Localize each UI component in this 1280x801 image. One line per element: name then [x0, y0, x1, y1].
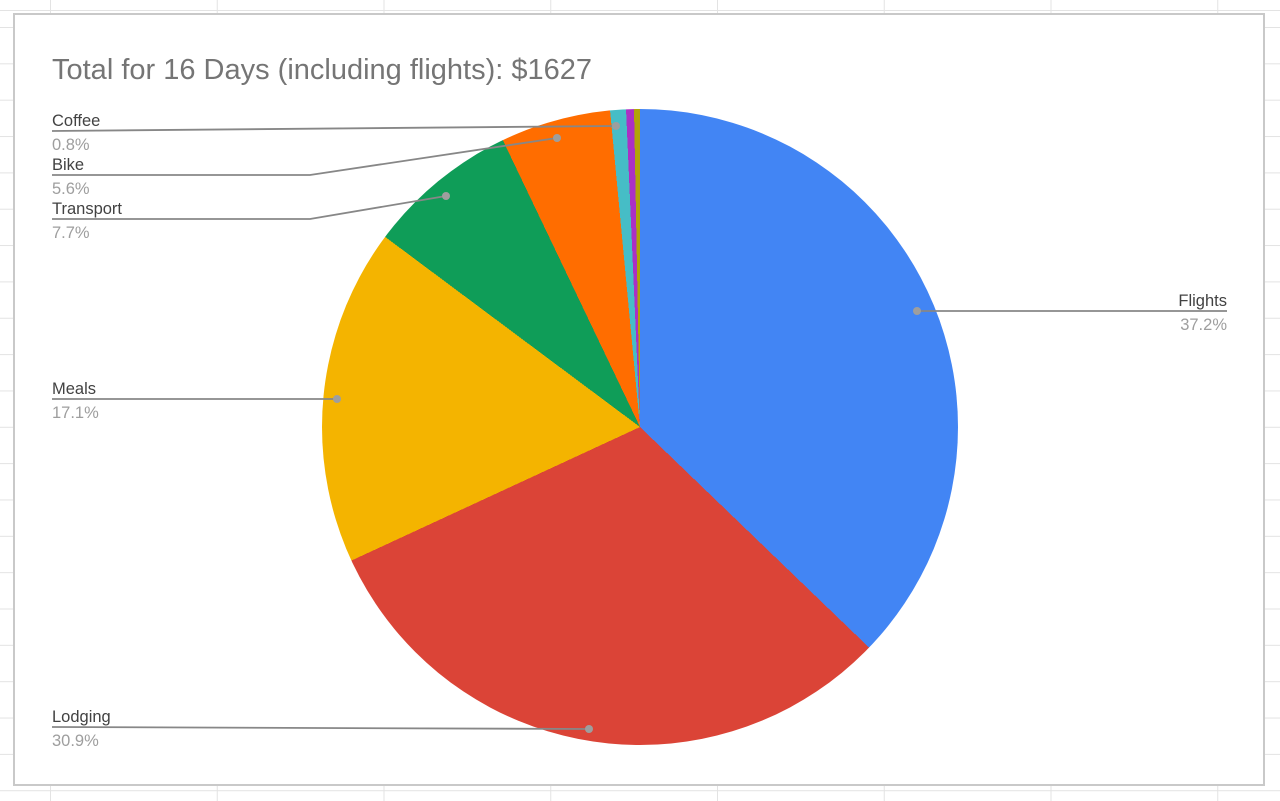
slice-callout-flights: Flights 37.2%: [1178, 291, 1227, 335]
slice-callout-meals: Meals 17.1%: [52, 379, 99, 423]
slice-label-flights: Flights: [1178, 292, 1227, 310]
slice-percent-meals: 17.1%: [52, 404, 99, 422]
slice-label-meals: Meals: [52, 380, 97, 398]
slice-label-coffee: Coffee: [52, 112, 101, 130]
slice-percent-coffee: 0.8%: [52, 136, 90, 154]
slice-callout-lodging: Lodging 30.9%: [52, 707, 111, 751]
slice-callout-transport: Transport 7.7%: [52, 199, 122, 243]
slice-percent-bike: 5.6%: [52, 180, 90, 198]
slice-label-bike: Bike: [52, 156, 85, 174]
slice-callout-coffee: Coffee 0.8%: [52, 111, 100, 155]
slice-callout-bike: Bike 5.6%: [52, 155, 90, 199]
slice-percent-lodging: 30.9%: [52, 732, 99, 750]
slice-label-transport: Transport: [52, 200, 122, 218]
chart-title: Total for 16 Days (including flights): $…: [52, 54, 593, 86]
slice-percent-transport: 7.7%: [52, 224, 90, 242]
slice-percent-flights: 37.2%: [1180, 316, 1227, 334]
slice-label-lodging: Lodging: [52, 708, 111, 726]
pie-chart[interactable]: [322, 109, 958, 745]
